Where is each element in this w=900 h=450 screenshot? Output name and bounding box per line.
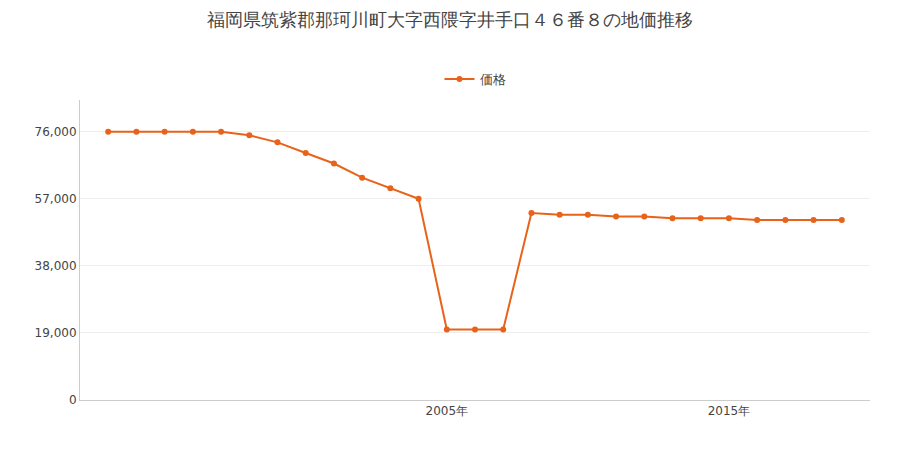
svg-text:57,000: 57,000 <box>35 192 77 206</box>
svg-text:19,000: 19,000 <box>35 326 77 340</box>
svg-text:福岡県筑紫郡那珂川町大字西隈字井手口４６番８の地価推移: 福岡県筑紫郡那珂川町大字西隈字井手口４６番８の地価推移 <box>207 9 693 30</box>
svg-text:76,000: 76,000 <box>35 125 77 139</box>
svg-text:価格: 価格 <box>480 72 506 87</box>
svg-text:2005年: 2005年 <box>426 404 469 418</box>
svg-text:2015年: 2015年 <box>708 404 751 418</box>
svg-text:0: 0 <box>69 393 77 407</box>
svg-text:38,000: 38,000 <box>35 259 77 273</box>
